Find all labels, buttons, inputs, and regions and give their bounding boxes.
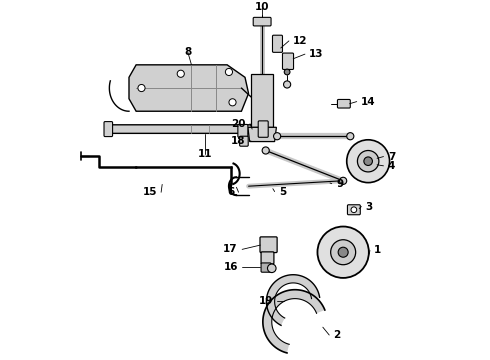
- Text: 14: 14: [361, 96, 376, 107]
- Polygon shape: [251, 74, 273, 127]
- FancyBboxPatch shape: [272, 35, 282, 52]
- FancyBboxPatch shape: [261, 252, 274, 264]
- Circle shape: [364, 157, 372, 166]
- Text: 2: 2: [334, 330, 341, 340]
- Text: 8: 8: [184, 47, 192, 57]
- Circle shape: [177, 70, 184, 77]
- Circle shape: [338, 247, 348, 257]
- Circle shape: [357, 150, 379, 172]
- Circle shape: [225, 68, 233, 76]
- Text: 12: 12: [293, 36, 308, 46]
- Text: 16: 16: [223, 262, 238, 272]
- Text: 3: 3: [366, 202, 373, 212]
- FancyBboxPatch shape: [338, 99, 350, 108]
- Text: 4: 4: [388, 161, 395, 171]
- FancyBboxPatch shape: [260, 237, 277, 253]
- Text: 15: 15: [142, 187, 157, 197]
- Text: 13: 13: [309, 49, 324, 59]
- Text: 11: 11: [198, 149, 212, 159]
- Circle shape: [138, 85, 145, 91]
- FancyBboxPatch shape: [261, 263, 271, 272]
- Circle shape: [351, 207, 357, 213]
- FancyBboxPatch shape: [282, 53, 294, 69]
- Polygon shape: [109, 125, 267, 133]
- Circle shape: [331, 240, 356, 265]
- Text: 1: 1: [374, 246, 381, 256]
- Circle shape: [262, 147, 270, 154]
- Polygon shape: [267, 275, 319, 325]
- Text: 9: 9: [336, 179, 343, 189]
- Text: 19: 19: [258, 297, 273, 306]
- Text: 20: 20: [231, 119, 245, 129]
- Polygon shape: [248, 127, 276, 141]
- Circle shape: [268, 264, 276, 273]
- FancyBboxPatch shape: [240, 136, 248, 146]
- Polygon shape: [129, 65, 248, 111]
- Circle shape: [273, 132, 281, 140]
- FancyBboxPatch shape: [347, 205, 360, 215]
- FancyBboxPatch shape: [238, 125, 248, 137]
- FancyBboxPatch shape: [253, 17, 271, 26]
- Text: 10: 10: [255, 2, 270, 12]
- Circle shape: [347, 140, 390, 183]
- Circle shape: [347, 132, 354, 140]
- FancyBboxPatch shape: [258, 121, 268, 137]
- Text: 18: 18: [231, 136, 245, 146]
- Circle shape: [340, 177, 347, 184]
- Polygon shape: [263, 290, 325, 353]
- Text: 5: 5: [279, 186, 286, 197]
- Text: 17: 17: [223, 244, 238, 255]
- Text: 6: 6: [227, 187, 234, 197]
- Circle shape: [284, 69, 290, 75]
- FancyBboxPatch shape: [104, 122, 113, 136]
- Circle shape: [284, 81, 291, 88]
- Circle shape: [229, 99, 236, 106]
- Circle shape: [318, 226, 369, 278]
- Text: 7: 7: [388, 152, 395, 162]
